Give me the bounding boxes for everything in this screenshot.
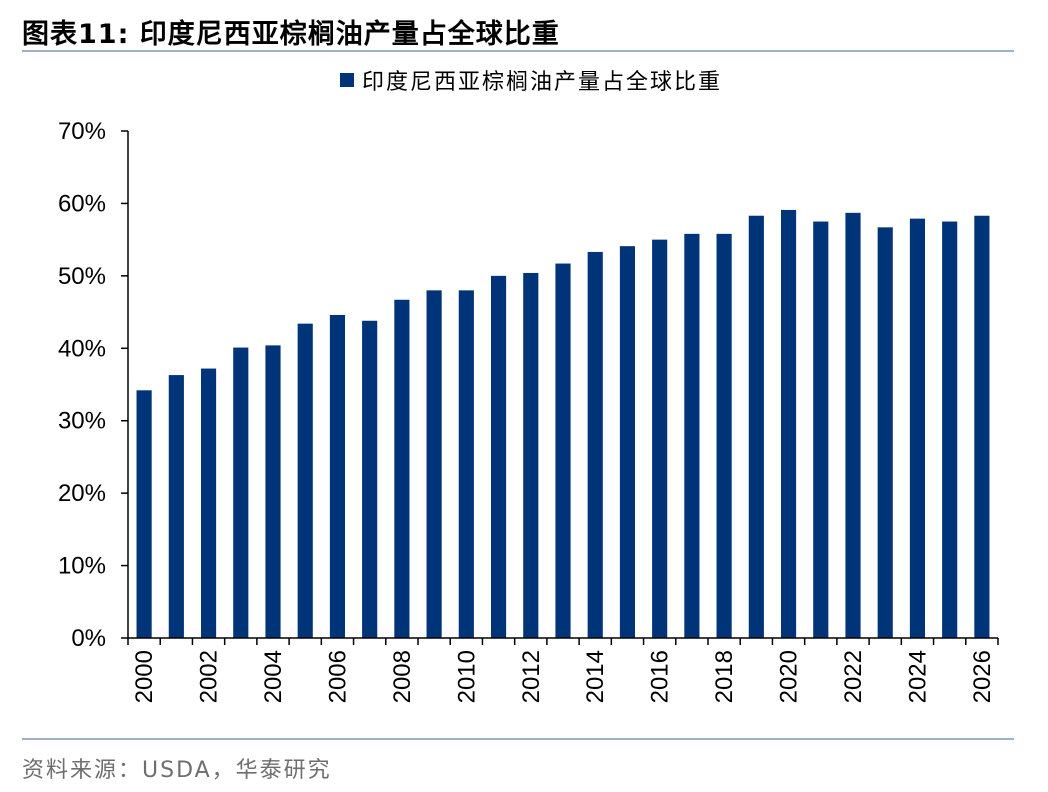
bar-2013 <box>555 263 571 638</box>
bar-2014 <box>587 251 603 638</box>
bar-2020 <box>780 209 797 638</box>
bar-2010 <box>458 290 474 638</box>
bar-2023 <box>877 227 893 638</box>
bar-2025 <box>942 221 958 639</box>
x-tick-label: 2002 <box>196 650 223 703</box>
x-tick-label: 2010 <box>453 650 480 703</box>
x-tick-label: 2008 <box>389 650 416 703</box>
bar-2016 <box>652 239 668 638</box>
y-tick-label: 70% <box>58 118 106 145</box>
bar-2002 <box>200 368 217 638</box>
bar-2011 <box>490 275 507 638</box>
x-tick-label: 2022 <box>840 650 867 703</box>
x-tick-label: 2014 <box>582 650 609 703</box>
x-tick-label: 2000 <box>131 650 158 703</box>
source-note: 资料来源：USDA，华泰研究 <box>22 758 332 783</box>
bottom-divider <box>22 738 1014 740</box>
bar-2009 <box>426 290 442 638</box>
bar-2001 <box>168 375 184 638</box>
x-tick-label: 2024 <box>904 650 931 703</box>
bar-2005 <box>297 323 313 638</box>
x-tick-label: 2004 <box>260 650 287 703</box>
x-tick-label: 2020 <box>776 650 803 703</box>
bar-2024 <box>909 218 926 639</box>
bar-2006 <box>329 314 346 638</box>
chart-legend: 印度尼西亚棕榈油产量占全球比重 <box>340 64 722 96</box>
bar-2022 <box>845 212 861 638</box>
bar-2015 <box>619 246 636 638</box>
y-tick-label: 10% <box>58 553 106 580</box>
figure-title: 图表11: 印度尼西亚棕榈油产量占全球比重 <box>22 19 560 50</box>
y-tick-label: 0% <box>71 625 106 652</box>
x-tick-label: 2006 <box>324 650 351 703</box>
x-tick-label: 2012 <box>518 650 545 703</box>
y-tick-label: 50% <box>58 263 106 290</box>
top-divider <box>22 50 1014 52</box>
bar-2018 <box>716 233 732 638</box>
x-tick-label: 2026 <box>969 650 996 703</box>
y-tick-label: 60% <box>58 190 106 217</box>
bar-2012 <box>523 272 539 638</box>
legend-label: 印度尼西亚棕榈油产量占全球比重 <box>362 70 723 95</box>
y-tick-label: 30% <box>58 408 106 435</box>
bar-2021 <box>813 221 829 639</box>
legend-swatch <box>340 73 354 87</box>
bar-2003 <box>233 347 249 638</box>
bar-2019 <box>748 215 764 638</box>
bar-2017 <box>684 233 700 638</box>
x-tick-label: 2016 <box>647 650 674 703</box>
bar-2008 <box>394 299 410 638</box>
bar-2000 <box>136 390 152 638</box>
bar-2004 <box>265 345 281 638</box>
bar-2007 <box>362 320 378 638</box>
y-tick-label: 20% <box>58 480 106 507</box>
x-tick-label: 2018 <box>711 650 738 703</box>
bar-2026 <box>974 215 990 638</box>
bar-chart: 0% 10% 20% 30% 40% 50% 60% 70% 2000 2002 2004 2006 2… <box>58 118 999 703</box>
y-tick-label: 40% <box>58 335 106 362</box>
